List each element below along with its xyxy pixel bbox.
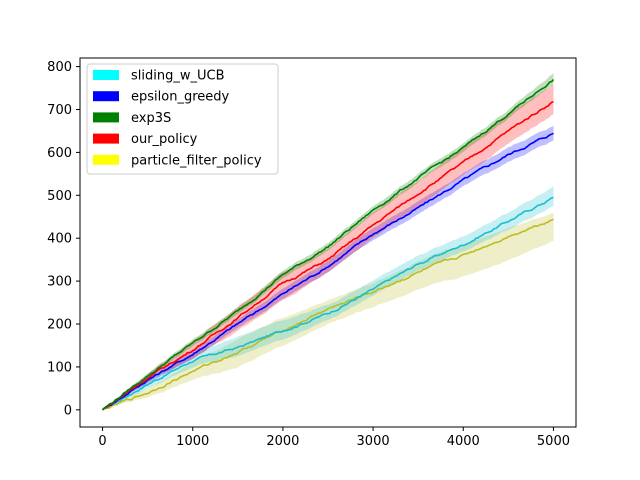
x-axis-ticks: 0 1000 2000 3000 4000 5000 — [98, 427, 570, 449]
y-tick-label: 800 — [47, 60, 72, 75]
y-tick-label: 0 — [64, 403, 72, 418]
x-tick-label: 3000 — [357, 434, 390, 449]
line-epsilon-greedy — [101, 132, 554, 411]
legend-swatch — [93, 91, 119, 102]
x-tick-label: 0 — [98, 434, 106, 449]
legend-label: epsilon_greedy — [131, 90, 229, 105]
legend-swatch — [93, 133, 119, 144]
x-tick-label: 5000 — [537, 434, 570, 449]
y-tick-label: 400 — [47, 232, 72, 247]
y-tick-label: 100 — [47, 360, 72, 375]
legend-label: particle_filter_policy — [131, 153, 262, 168]
x-tick-label: 4000 — [447, 434, 480, 449]
line-exp3S — [101, 78, 555, 411]
line-particle-filter-policy — [102, 218, 554, 411]
legend-swatch — [93, 154, 119, 165]
plot-area-frame — [79, 57, 577, 428]
y-tick-label: 600 — [47, 146, 72, 161]
line-our-policy — [101, 100, 554, 411]
legend-label: exp3S — [131, 111, 171, 126]
line-sliding-w-UCB — [101, 196, 554, 411]
legend-box — [86, 63, 279, 175]
x-tick-label: 1000 — [176, 434, 209, 449]
y-tick-label: 300 — [47, 275, 72, 290]
legend-label: sliding_w_UCB — [131, 69, 225, 84]
y-tick-label: 500 — [47, 189, 72, 204]
y-tick-label: 700 — [47, 103, 72, 118]
y-axis-ticks: 0 100 200 300 400 500 600 700 800 — [47, 60, 80, 418]
legend-swatch — [93, 112, 119, 123]
x-tick-label: 2000 — [266, 434, 299, 449]
legend-swatch — [93, 70, 119, 80]
y-tick-label: 200 — [47, 318, 72, 333]
legend-label: our_policy — [131, 132, 198, 147]
legend: sliding_w_UCB epsilon_greedy exp3S our_poli… — [86, 63, 279, 175]
band-exp3S — [102, 73, 554, 410]
series-lines — [101, 78, 555, 411]
